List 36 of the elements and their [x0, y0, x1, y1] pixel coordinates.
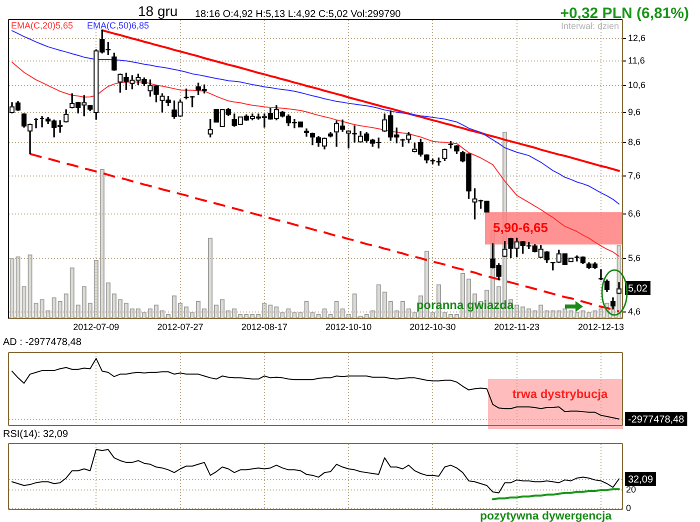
y-tick-label: 11,6 — [628, 56, 645, 66]
x-tick-label: 2012-07-09 — [73, 322, 120, 332]
y-tick-label: 8,6 — [628, 136, 641, 147]
candlestick — [40, 116, 45, 128]
chart-title: AD : -2977478,48 — [3, 337, 82, 348]
text: pozytywna dywergencja — [480, 510, 612, 522]
y-tick-label: 0 — [626, 502, 632, 513]
candlestick — [598, 269, 604, 280]
y-tick-label: 7,6 — [628, 170, 641, 180]
y-tick-label: 9,6 — [628, 106, 641, 117]
annotation: poranna gwiazda — [416, 298, 514, 312]
chart-title: RSI(14): 32,09 — [3, 429, 68, 440]
x-tick-label: 2012-10-30 — [410, 322, 456, 332]
y-tick-label: 6,6 — [628, 208, 641, 219]
band-label: 5,90-6,65 — [492, 220, 548, 236]
candlestick — [34, 118, 39, 128]
text: 18 gru — [138, 3, 178, 19]
x-tick-label: 2012-10-10 — [326, 322, 372, 332]
x-tick-label: 2012-07-27 — [157, 322, 204, 332]
text: EMA(C,50)6,85 — [87, 20, 150, 30]
x-tick-label: 2012-08-17 — [241, 322, 288, 332]
annotation: 5,02 — [628, 283, 648, 294]
x-tick-label: 2012-12-13 — [578, 322, 624, 332]
y-tick-label: 4,6 — [628, 306, 641, 317]
text: EMA(C,20)5,65 — [11, 20, 74, 30]
y-tick-label: 12,6 — [628, 33, 646, 44]
annotation: +0,32 PLN (6,81%) — [560, 5, 690, 22]
annotation: 18:16 O:4,92 H:5,13 L:4,92 C:5,02 Vol:299790 — [195, 9, 402, 20]
y-tick-label: 20 — [626, 484, 636, 495]
x-tick-label: 2012-11-23 — [494, 322, 540, 332]
y-tick-label: 5,6 — [628, 253, 641, 264]
text: -2977478,48 — [628, 414, 685, 426]
annotation: trwa dystrybucja — [512, 387, 608, 401]
y-tick-label: 10,6 — [628, 80, 646, 90]
annotation: Interwał: dzien — [560, 21, 619, 31]
ref-line-label: 32,09 — [628, 474, 654, 486]
